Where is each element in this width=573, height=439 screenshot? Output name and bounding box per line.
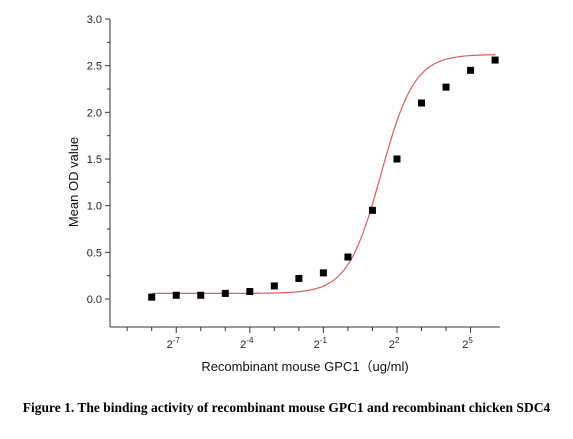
data-point	[319, 269, 327, 277]
y-tick-label: 0.0	[87, 294, 102, 306]
binding-activity-chart: 0.0 0.5 1.0 1.5 2.0 2.5 3.0 2-7 2-4 2-1 22 25 Recom…	[66, 14, 500, 374]
data-point	[295, 274, 303, 282]
y-tick-label: 3.0	[87, 14, 102, 26]
x-tick-label: 22	[389, 336, 400, 351]
data-point	[491, 56, 499, 64]
y-tick-label: 0.5	[87, 247, 102, 259]
y-tick-label: 2.5	[87, 61, 102, 73]
y-tick-label: 1.0	[87, 201, 102, 213]
data-point	[344, 253, 352, 261]
data-points	[148, 56, 499, 301]
data-point	[467, 66, 475, 74]
data-point	[246, 288, 254, 296]
data-point	[197, 291, 205, 299]
data-point	[393, 155, 401, 163]
x-tick-label: 2-7	[167, 336, 181, 351]
data-point	[148, 293, 156, 301]
data-point	[172, 291, 180, 299]
y-tick-label: 2.0	[87, 107, 102, 119]
fit-curve-group	[151, 54, 496, 294]
y-tick-label: 1.5	[87, 154, 102, 166]
data-point	[442, 83, 450, 91]
data-point	[221, 289, 229, 297]
data-point	[418, 99, 426, 107]
data-point	[368, 206, 376, 214]
x-axis-title: Recombinant mouse GPC1（ug/ml)	[201, 359, 408, 374]
figure-caption: Figure 1. The binding activity of recomb…	[22, 400, 551, 415]
x-tick-label: 2-1	[314, 336, 328, 351]
data-point	[270, 282, 278, 290]
axes: 0.0 0.5 1.0 1.5 2.0 2.5 3.0 2-7 2-4 2-1 22 25	[87, 14, 500, 351]
fit-curve	[151, 54, 496, 294]
x-tick-label: 2-4	[240, 336, 254, 351]
y-axis-title: Mean OD value	[66, 137, 81, 227]
x-tick-label: 25	[462, 336, 473, 351]
